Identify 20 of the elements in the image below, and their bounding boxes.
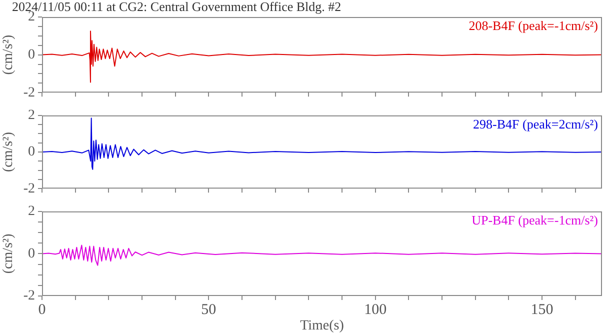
y-tick-label: 2 [28,108,35,124]
series-label: 298-B4F (peak=2cm/s²) [473,116,598,132]
y-tick-label: 2 [28,10,35,25]
x-tick-label: 50 [201,302,216,318]
y-tick-label: 0 [28,144,35,160]
series-label: 208-B4F (peak=-1cm/s²) [468,18,598,33]
y-tick-label: -2 [23,288,35,304]
y-axis-title: (cm/s²) [1,233,16,274]
x-axis-title: Time(s) [300,318,344,334]
y-tick-label: -2 [23,85,35,100]
y-axis-title: (cm/s²) [1,132,16,172]
y-tick-label: 2 [28,204,35,220]
x-tick-label: 0 [38,302,46,318]
y-tick-label: 0 [28,47,35,62]
x-tick-label: 150 [530,302,554,318]
y-tick-label: -2 [23,181,35,196]
y-axis-title: (cm/s²) [1,34,16,75]
x-tick-label: 100 [364,302,387,318]
text: UP-B4F (peak=-1cm/s²) [472,212,598,228]
y-tick-label: 0 [28,246,35,262]
